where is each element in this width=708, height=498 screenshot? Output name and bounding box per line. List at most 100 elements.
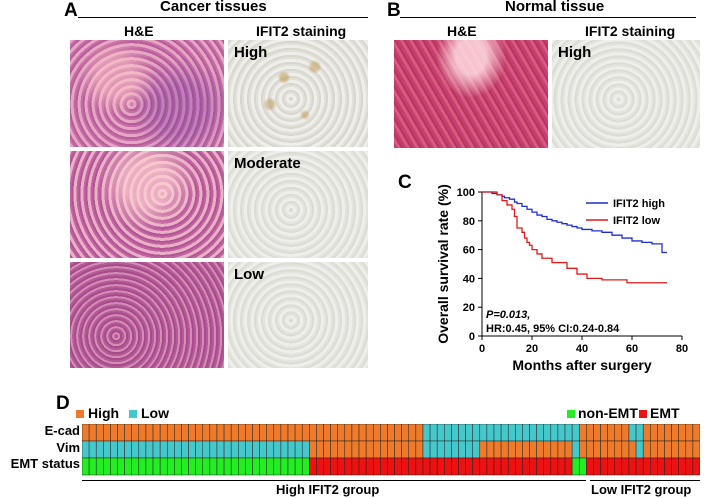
heatmap-cell-vim: [436, 440, 445, 459]
series-line-ifit2-high: [482, 191, 667, 254]
heatmap-cell-vim: [458, 440, 466, 459]
heatmap-cell-emt-status: [166, 457, 175, 476]
heatmap-cell-ecad: [465, 424, 473, 442]
heatmap-cell-vim: [117, 440, 125, 459]
panel-b-col-he: H&E: [447, 23, 477, 39]
heatmap-cell-ecad: [131, 424, 140, 442]
heatmap-cell-ecad: [664, 424, 672, 442]
panel-a-he-high-image: [70, 40, 224, 147]
heatmap-cell-ecad: [422, 424, 431, 442]
heatmap-cell-ecad: [159, 424, 168, 442]
heatmap-cell-emt-status: [607, 457, 616, 476]
heatmap-cell-vim: [500, 440, 509, 459]
heatmap-cell-emt-status: [472, 457, 481, 476]
heatmap-cell-vim: [372, 440, 381, 459]
heatmap-cell-vim: [337, 440, 346, 459]
heatmap-cell-emt-status: [372, 457, 381, 476]
heatmap-cell-emt-status: [82, 457, 90, 476]
heatmap-cell-vim: [614, 440, 623, 459]
heatmap-cell-ecad: [95, 424, 104, 442]
heatmap-cell-emt-status: [252, 457, 260, 476]
heatmap-cell-vim: [216, 440, 225, 459]
heatmap-cell-ecad: [401, 424, 410, 442]
heatmap-cell-emt-status: [685, 457, 694, 476]
heatmap-cell-vim: [465, 440, 473, 459]
panel-a-ihc-high-image: High: [228, 40, 368, 147]
heatmap-cell-ecad: [571, 424, 580, 442]
heatmap-cell-ecad: [365, 424, 374, 442]
heatmap-cell-emt-status: [365, 457, 374, 476]
heatmap-cell-vim: [365, 440, 374, 459]
heatmap-cell-ecad: [188, 424, 196, 442]
legend-emt-swatch: [639, 410, 647, 418]
heatmap-cell-ecad: [124, 424, 132, 442]
heatmap-cell-vim: [82, 440, 90, 459]
heatmap-cell-emt-status: [138, 457, 147, 476]
heatmap-cell-ecad: [458, 424, 466, 442]
heatmap-row-label-ecad: E-cad: [44, 423, 80, 438]
heatmap-cell-ecad: [330, 424, 338, 442]
heatmap-cell-vim: [351, 440, 360, 459]
heatmap-cell-emt-status: [415, 457, 424, 476]
x-tick-label: 40: [576, 343, 588, 355]
heatmap-cell-emt-status: [152, 457, 161, 476]
legend-emt-label: EMT: [650, 405, 680, 421]
heatmap-cell-emt-status: [238, 457, 246, 476]
heatmap-cell-ecad: [678, 424, 687, 442]
heatmap-cell-ecad: [642, 424, 651, 442]
heatmap-cell-ecad: [259, 424, 267, 442]
heatmap-cell-ecad: [607, 424, 616, 442]
heatmap-cell-vim: [522, 440, 530, 459]
heatmap-cell-emt-status: [444, 457, 452, 476]
heatmap-cell-vim: [202, 440, 211, 459]
heatmap-cell-vim: [451, 440, 459, 459]
heatmap-cell-ecad: [380, 424, 388, 442]
heatmap-cell-vim: [330, 440, 338, 459]
panel-b-ihc-image: High: [552, 40, 700, 148]
legend-high-swatch: [76, 410, 84, 418]
heatmap-cell-emt-status: [401, 457, 410, 476]
heatmap-cell-emt-status: [486, 457, 495, 476]
heatmap-cell-ecad: [195, 424, 204, 442]
heatmap-cell-ecad: [202, 424, 211, 442]
heatmap-cell-ecad: [593, 424, 601, 442]
panel-b-title-rule: [400, 17, 696, 18]
panel-a-title-rule: [78, 17, 368, 18]
heatmap-cell-emt-status: [316, 457, 324, 476]
heatmap-cell-vim: [273, 440, 282, 459]
heatmap-cell-emt-status: [351, 457, 360, 476]
heatmap-row-label-emt-status: EMT status: [10, 456, 80, 471]
heatmap-cell-emt-status: [650, 457, 658, 476]
heatmap-cell-vim: [635, 440, 644, 459]
heatmap-cell-vim: [316, 440, 324, 459]
heatmap-cell-vim: [408, 440, 417, 459]
legend-entry-0: IFIT2 high: [613, 198, 665, 210]
heatmap-cell-vim: [387, 440, 395, 459]
heatmap-cell-ecad: [117, 424, 125, 442]
heatmap-cell-vim: [223, 440, 232, 459]
heatmap-cell-emt-status: [380, 457, 388, 476]
heatmap-cell-ecad: [323, 424, 331, 442]
heatmap-cell-vim: [664, 440, 672, 459]
x-tick-label: 80: [676, 343, 688, 355]
heatmap-cell-ecad: [358, 424, 367, 442]
heatmap-cell-ecad: [145, 424, 154, 442]
heatmap-cell-vim: [444, 440, 452, 459]
heatmap-cell-vim: [309, 440, 317, 459]
group-low-label: Low IFIT2 group: [591, 482, 692, 497]
heatmap-cell-ecad: [600, 424, 608, 442]
heatmap-cell-ecad: [174, 424, 182, 442]
heatmap-cell-vim: [401, 440, 410, 459]
heatmap-cell-ecad: [230, 424, 239, 442]
emt-heatmap: [82, 424, 700, 476]
heatmap-cell-ecad: [536, 424, 544, 442]
heatmap-cell-emt-status: [174, 457, 182, 476]
heatmap-cell-emt-status: [124, 457, 132, 476]
heatmap-cell-vim: [259, 440, 267, 459]
heatmap-cell-vim: [557, 440, 566, 459]
heatmap-cell-ecad: [238, 424, 246, 442]
legend-low-swatch: [129, 410, 137, 418]
heatmap-cell-ecad: [685, 424, 694, 442]
heatmap-cell-vim: [394, 440, 402, 459]
heatmap-cell-ecad: [671, 424, 679, 442]
